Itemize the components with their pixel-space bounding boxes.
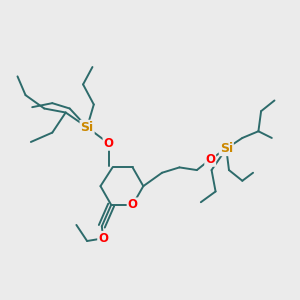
Text: Si: Si xyxy=(80,121,94,134)
Text: O: O xyxy=(98,232,108,245)
Text: O: O xyxy=(103,137,113,150)
Text: Si: Si xyxy=(220,142,233,155)
Text: O: O xyxy=(128,198,138,212)
Text: O: O xyxy=(205,153,215,166)
